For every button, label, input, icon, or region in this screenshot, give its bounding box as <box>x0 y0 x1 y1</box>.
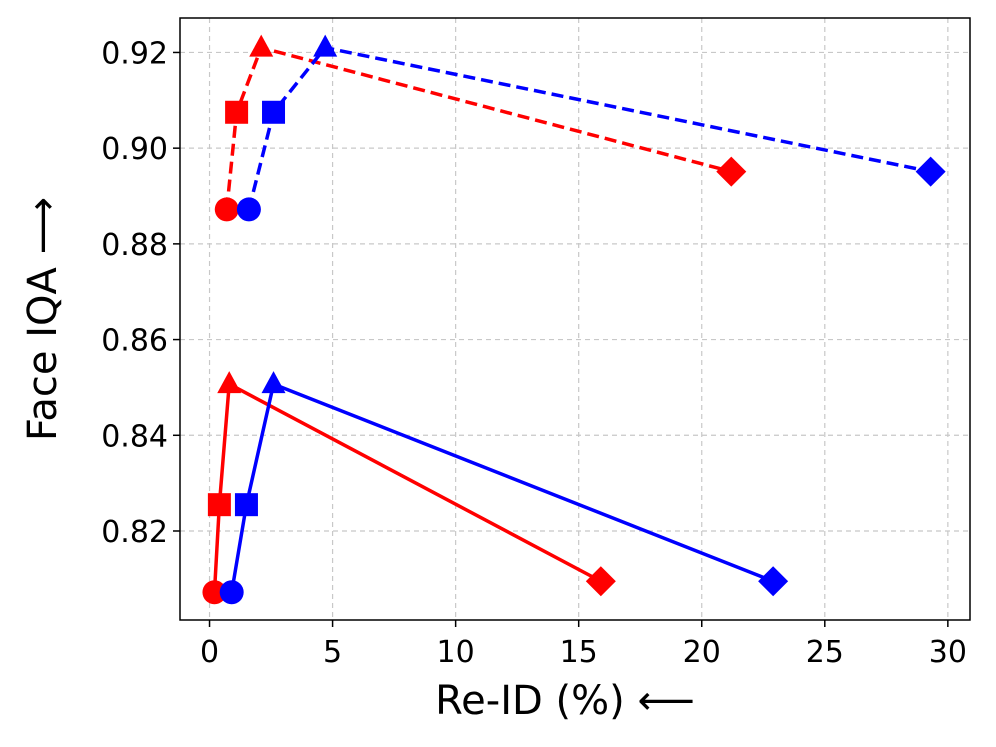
series-red-dashed <box>214 34 747 222</box>
diamond-marker <box>758 566 789 597</box>
x-tick-label: 20 <box>683 635 721 670</box>
series-blue-dashed <box>236 34 946 222</box>
x-axis-title: Re-ID (%) ⟵ <box>435 678 695 724</box>
x-tick-label: 10 <box>437 635 475 670</box>
y-tick-label: 0.84 <box>101 419 168 454</box>
series-blue-solid <box>219 371 789 605</box>
circle-marker <box>202 580 227 605</box>
diamond-marker <box>585 566 616 597</box>
series-line <box>229 382 774 593</box>
square-marker <box>234 493 258 517</box>
square-marker <box>262 100 286 124</box>
x-tick-label: 0 <box>200 635 219 670</box>
y-tick-label: 0.90 <box>101 132 168 167</box>
grid <box>180 18 970 620</box>
triangle-marker <box>217 371 242 394</box>
circle-marker <box>219 580 244 605</box>
y-axis-title: Face IQA ⟶ <box>20 197 66 441</box>
diamond-marker <box>915 156 946 187</box>
y-tick-label: 0.86 <box>101 324 168 359</box>
series-red-solid <box>202 371 616 605</box>
y-tick-label: 0.88 <box>101 228 168 263</box>
x-tick-label: 5 <box>323 635 342 670</box>
plot-frame <box>179 17 971 621</box>
diamond-marker <box>716 156 747 187</box>
circle-marker <box>214 197 239 222</box>
square-marker <box>225 100 249 124</box>
series-layer <box>202 34 946 605</box>
square-marker <box>207 493 231 517</box>
series-line <box>212 382 602 593</box>
axis-ticks: 0 5 10 15 20 25 30 0.82 0.84 0.86 0.88 0.90 0.92 <box>101 36 967 670</box>
x-tick-label: 30 <box>929 635 967 670</box>
triangle-marker <box>249 34 274 57</box>
y-tick-label: 0.92 <box>101 36 168 71</box>
x-tick-label: 25 <box>806 635 844 670</box>
series-line <box>247 45 931 210</box>
y-tick-label: 0.82 <box>101 515 168 550</box>
x-tick-label: 15 <box>560 635 598 670</box>
circle-marker <box>236 197 261 222</box>
triangle-marker <box>261 371 286 394</box>
series-line <box>225 45 732 210</box>
triangle-marker <box>313 34 338 57</box>
